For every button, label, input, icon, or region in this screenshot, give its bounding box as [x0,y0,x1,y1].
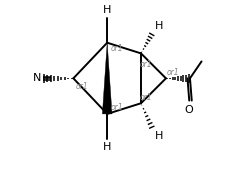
Text: or1: or1 [140,60,152,69]
Text: or1: or1 [110,103,123,112]
Text: H: H [103,5,112,15]
Text: O: O [184,105,193,115]
Text: or1: or1 [75,82,88,91]
Text: or1: or1 [110,44,123,53]
Text: H: H [155,131,163,141]
Text: H: H [103,142,112,151]
Text: H: H [155,21,163,31]
Text: or1: or1 [140,93,152,102]
Text: or1: or1 [167,68,179,77]
Text: N: N [33,73,41,83]
Polygon shape [102,43,112,114]
